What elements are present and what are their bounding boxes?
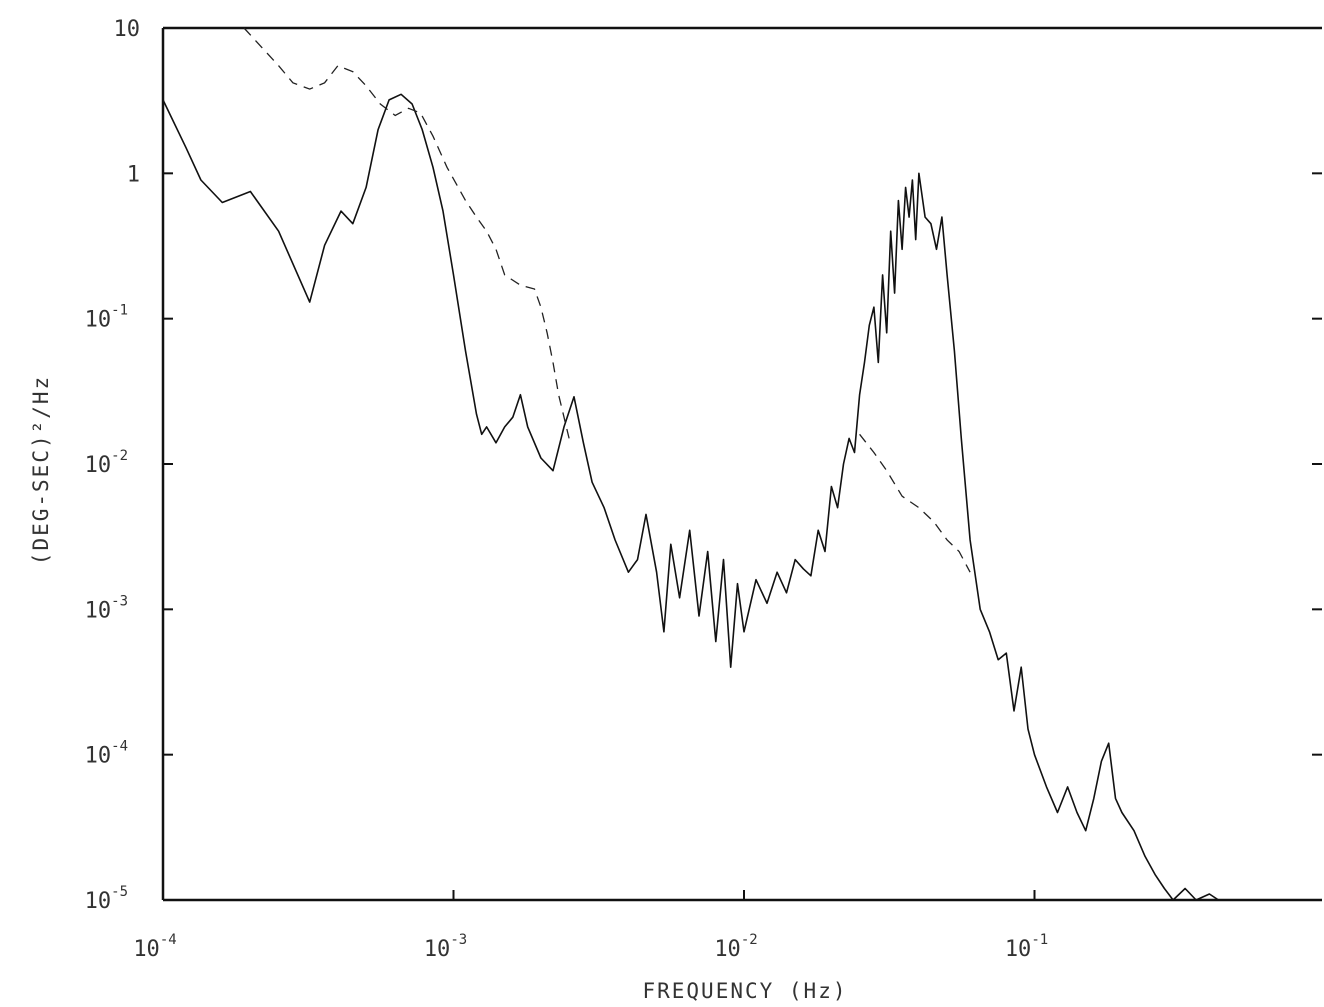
series-layer bbox=[162, 27, 1219, 901]
y-tick-label: 10 bbox=[114, 17, 141, 42]
y-tick-label: 1 bbox=[127, 162, 140, 187]
x-tick-label: 10-4 bbox=[133, 932, 176, 962]
y-tick-label: 10-3 bbox=[85, 593, 128, 623]
series-line-1-solid bbox=[162, 93, 1219, 901]
y-tick-label: 10-4 bbox=[85, 739, 128, 769]
plot-area-frame bbox=[161, 26, 1322, 902]
x-tick-label: 10-1 bbox=[1005, 932, 1048, 962]
y-tick-label: 10-5 bbox=[85, 884, 128, 914]
x-tick-label: 10-3 bbox=[424, 932, 467, 962]
y-axis-title: (DEG-SEC)²/Hz bbox=[29, 375, 53, 565]
series-line-3-dashed bbox=[859, 433, 971, 573]
y-tick-label: 10-2 bbox=[85, 448, 128, 478]
y-tick-label: 10-1 bbox=[85, 303, 128, 333]
series-line-2-dashed bbox=[243, 27, 570, 439]
x-tick-label: 10-2 bbox=[714, 932, 757, 962]
x-axis-title: FREQUENCY (Hz) bbox=[642, 979, 847, 1003]
